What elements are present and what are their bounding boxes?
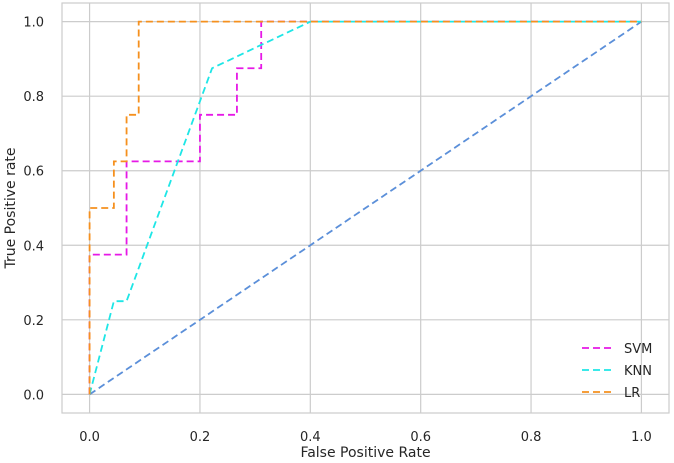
legend-label-svm: SVM bbox=[624, 342, 652, 357]
reference-diagonal-line bbox=[89, 20, 642, 396]
legend-label-lr: LR bbox=[624, 386, 640, 401]
y-axis-ticks: 0.0 0.2 0.4 0.6 0.8 1.0 bbox=[23, 16, 44, 404]
x-tick-label: 0.2 bbox=[190, 430, 211, 445]
y-tick-label: 0.0 bbox=[23, 388, 44, 403]
x-tick-label: 0.0 bbox=[79, 430, 100, 445]
x-tick-label: 0.8 bbox=[521, 430, 542, 445]
series-line-knn bbox=[88, 20, 642, 395]
x-tick-label: 0.6 bbox=[410, 430, 431, 445]
series-line-lr bbox=[88, 20, 642, 395]
y-tick-label: 1.0 bbox=[23, 16, 44, 31]
x-tick-label: 1.0 bbox=[631, 430, 652, 445]
y-axis-label: True Positive rate bbox=[3, 147, 19, 269]
plot-frame bbox=[61, 2, 670, 414]
legend: SVM KNN LR bbox=[582, 342, 652, 401]
legend-label-knn: KNN bbox=[624, 364, 652, 379]
y-tick-label: 0.6 bbox=[23, 165, 44, 180]
x-tick-label: 0.4 bbox=[300, 430, 321, 445]
y-tick-label: 0.4 bbox=[23, 239, 44, 254]
y-tick-label: 0.8 bbox=[23, 90, 44, 105]
series-lines bbox=[88, 20, 642, 396]
x-axis-ticks: 0.0 0.2 0.4 0.6 0.8 1.0 bbox=[79, 430, 652, 445]
x-axis-label: False Positive Rate bbox=[300, 445, 430, 461]
y-tick-label: 0.2 bbox=[23, 314, 44, 329]
